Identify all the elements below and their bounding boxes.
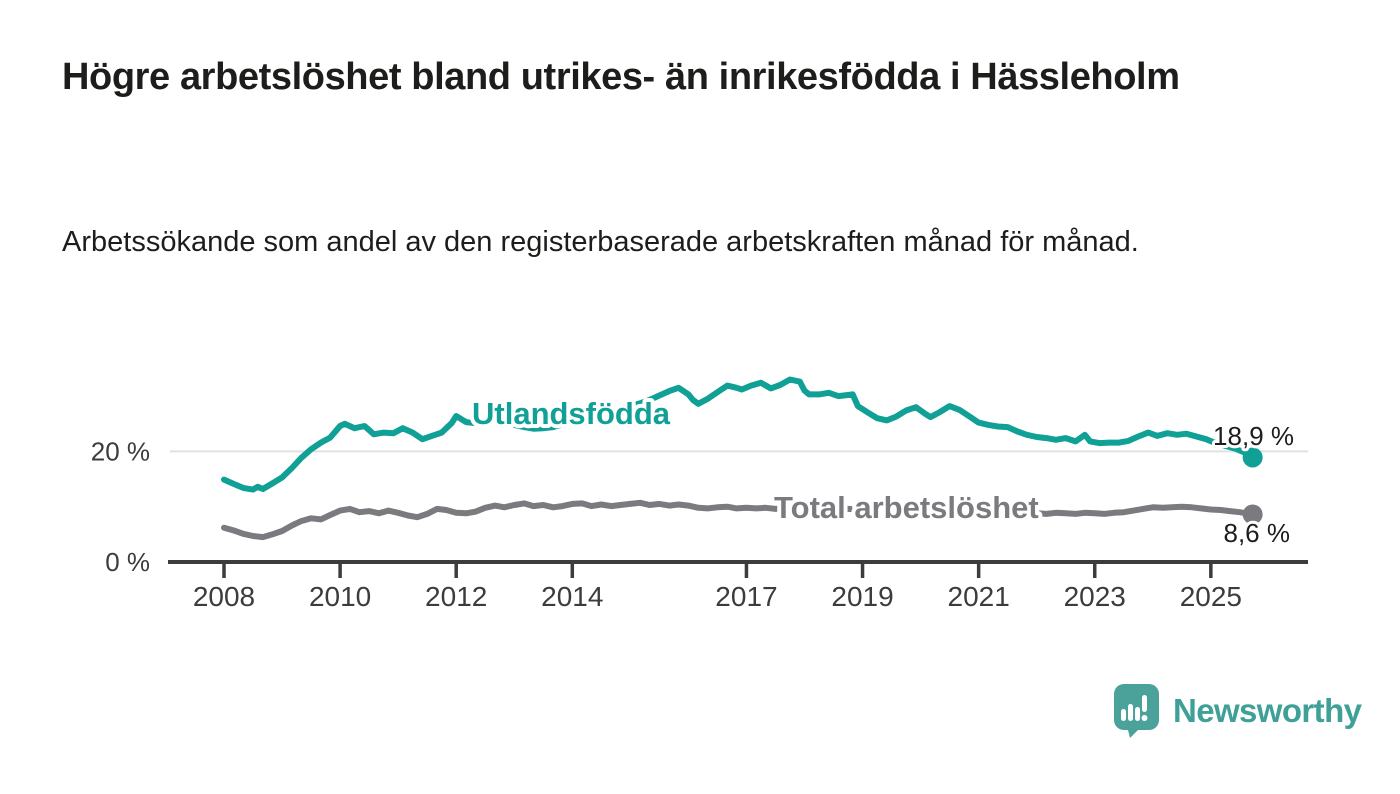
newsworthy-logo: Newsworthy xyxy=(1113,684,1362,738)
x-tick-label-2010: 2010 xyxy=(309,581,371,612)
end-value-label-total-arbetsloshet: 8,6 % xyxy=(1224,518,1291,548)
x-tick-label-2012: 2012 xyxy=(425,581,487,612)
x-tick-label-2023: 2023 xyxy=(1064,581,1126,612)
x-tick-label-2017: 2017 xyxy=(715,581,777,612)
series-line-utlandsfodda xyxy=(221,376,1256,493)
bar-chart-speech-bubble-icon xyxy=(1114,684,1159,738)
bar-large xyxy=(1135,707,1140,721)
series-line-total-arbetsloshet xyxy=(221,499,1256,541)
exclamation-dot xyxy=(1141,715,1148,721)
x-tick-label-2014: 2014 xyxy=(541,581,603,612)
series-label-total-arbetsloshet: Total arbetslöshet xyxy=(774,490,1039,525)
x-tick-label-2025: 2025 xyxy=(1180,581,1242,612)
end-dot-utlandsfodda xyxy=(1242,447,1263,468)
y-tick-label-0pct: 0 % xyxy=(105,547,150,577)
x-tick-label-2008: 2008 xyxy=(193,581,255,612)
x-tick-label-2021: 2021 xyxy=(948,581,1010,612)
chart-title: Högre arbetslöshet bland utrikes- än inr… xyxy=(62,56,1180,98)
exclamation-stem xyxy=(1142,695,1147,712)
end-dot-total-arbetsloshet xyxy=(1242,504,1263,525)
bar-small xyxy=(1121,709,1126,721)
chart-subtitle: Arbetssökande som andel av den registerb… xyxy=(62,226,1139,258)
bar-medium xyxy=(1128,704,1133,721)
end-value-label-utlandsfodda: 18,9 % xyxy=(1213,421,1294,451)
x-tick-label-2019: 2019 xyxy=(831,581,893,612)
series-label-utlandsfodda: Utlandsfödda xyxy=(472,396,671,431)
newsworthy-logo-text: Newsworthy xyxy=(1173,692,1362,729)
y-tick-label-20pct: 20 % xyxy=(91,436,150,466)
